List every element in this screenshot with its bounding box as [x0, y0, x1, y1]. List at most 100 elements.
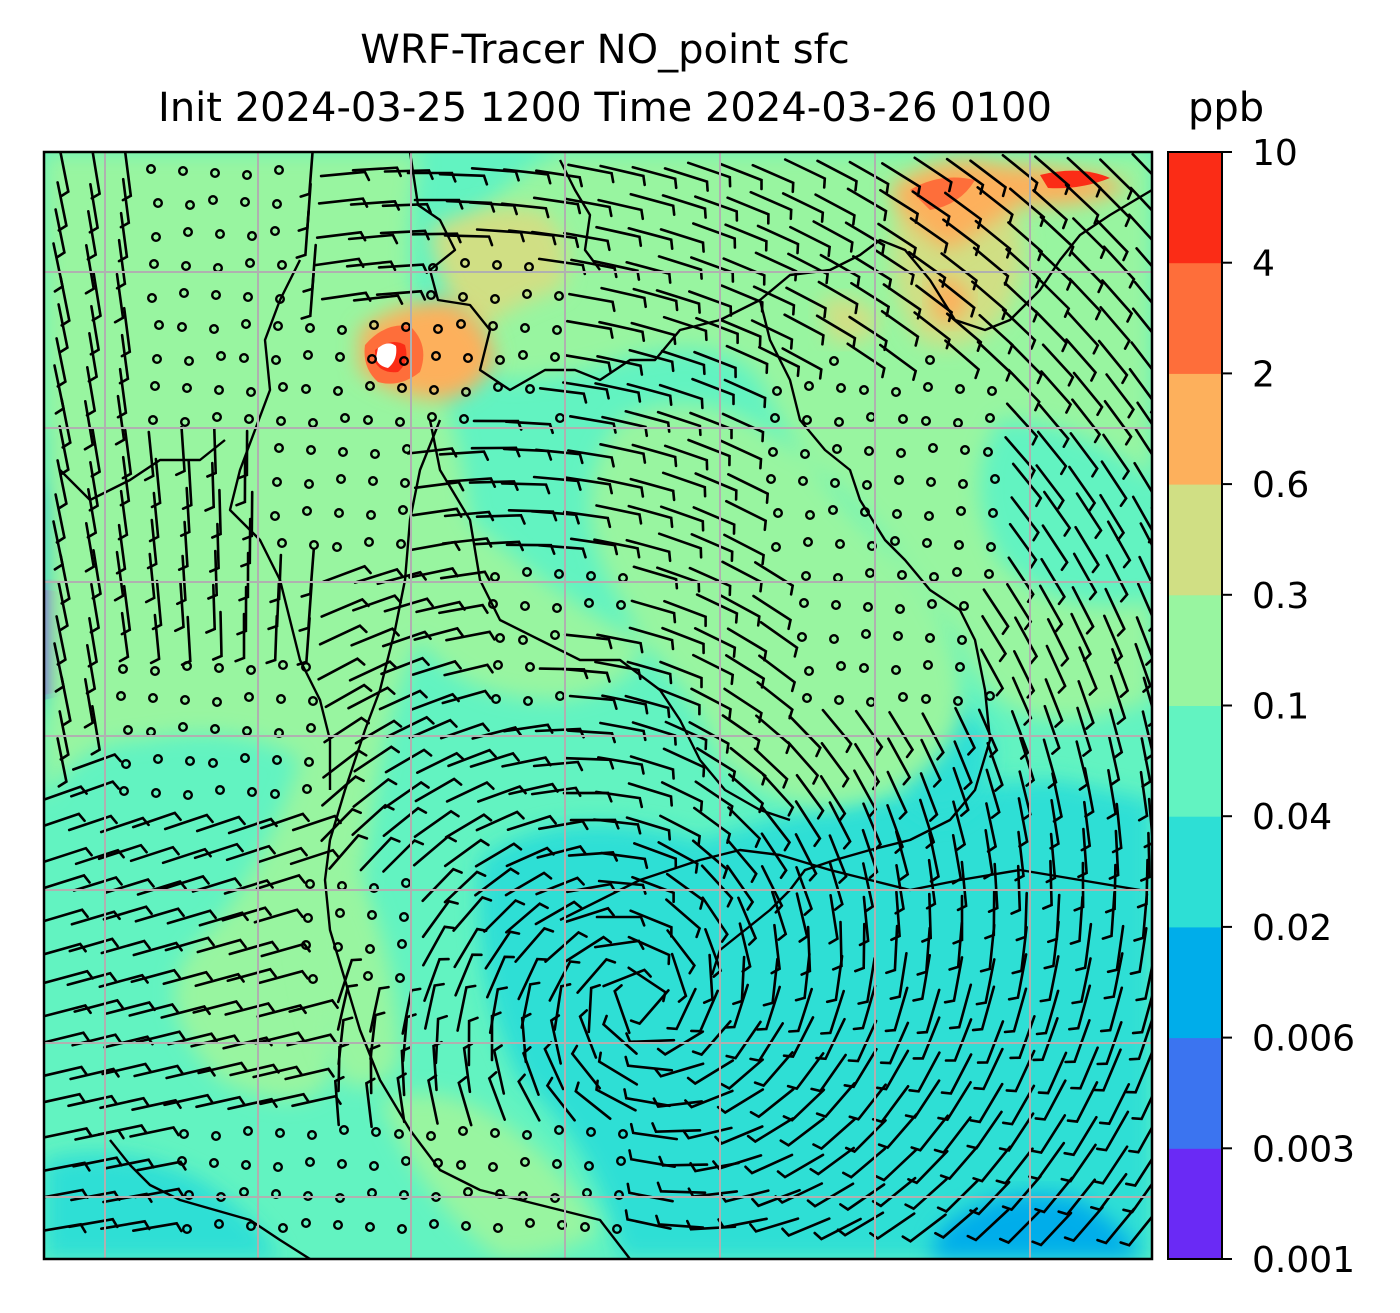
wind-barb	[500, 482, 551, 495]
wind-barb	[104, 877, 155, 894]
calm-wind-marker	[427, 412, 438, 423]
wind-barb	[44, 908, 89, 923]
wind-barb	[1106, 769, 1118, 820]
wind-barb	[336, 958, 363, 1004]
wind-barb	[726, 864, 755, 911]
wind-barb	[1064, 1019, 1091, 1064]
calm-wind-marker	[890, 536, 901, 547]
wind-barb	[912, 954, 931, 1002]
calm-wind-marker	[278, 1222, 289, 1233]
calm-wind-marker	[245, 1220, 256, 1231]
wind-barb	[726, 627, 768, 662]
calm-wind-marker	[836, 383, 847, 394]
wind-barb	[538, 667, 589, 680]
wind-barb	[1109, 674, 1127, 725]
wind-barb	[1069, 432, 1099, 478]
calm-wind-marker	[176, 322, 187, 333]
calm-wind-marker	[214, 228, 225, 239]
wind-barb	[256, 1004, 307, 1018]
wind-barb	[413, 198, 464, 210]
wind-barb	[1003, 987, 1028, 1034]
wind-barb	[255, 873, 306, 890]
calm-wind-marker	[772, 386, 783, 397]
concentration-region	[44, 1153, 280, 1259]
wind-barb	[224, 1002, 275, 1016]
wind-barb	[1036, 430, 1068, 476]
wind-barb	[1140, 831, 1151, 882]
calm-wind-marker	[333, 386, 344, 397]
calm-wind-marker	[987, 386, 998, 397]
wind-barb	[1104, 587, 1126, 637]
wind-barb	[1129, 927, 1148, 975]
wind-barb	[942, 218, 981, 257]
wind-barb	[687, 438, 731, 467]
wind-barb	[236, 585, 248, 636]
wind-barb	[695, 316, 739, 345]
calm-wind-marker	[859, 663, 870, 674]
wind-barb	[665, 898, 702, 939]
wind-barb	[601, 694, 649, 715]
wind-barb	[987, 862, 999, 913]
wind-barb	[852, 255, 893, 290]
wind-barb	[337, 1042, 350, 1093]
calm-wind-marker	[337, 1158, 348, 1169]
calm-wind-marker	[522, 567, 533, 578]
calm-wind-marker	[491, 694, 502, 705]
wind-barb	[1102, 433, 1131, 480]
wind-barb	[629, 755, 675, 780]
wind-barb	[980, 648, 1005, 697]
calm-wind-marker	[771, 542, 782, 553]
calm-wind-marker	[146, 293, 157, 304]
colorbar-tick-label: 0.04	[1252, 797, 1332, 838]
map-frame	[42, 150, 1154, 1261]
wind-barb	[1138, 555, 1152, 605]
wind-barb	[661, 194, 707, 219]
wind-barb	[1011, 462, 1043, 508]
wind-barb	[886, 770, 908, 820]
wind-barb	[284, 1067, 335, 1081]
wind-barb	[981, 615, 1008, 663]
calm-wind-marker	[245, 665, 256, 676]
wind-barb	[73, 998, 124, 1013]
wind-barb	[877, 1113, 918, 1150]
wind-barb	[627, 782, 673, 807]
wind-barb	[1103, 400, 1133, 446]
wind-barb	[774, 1182, 824, 1205]
wind-barb	[254, 1031, 305, 1045]
wind-barb	[517, 957, 548, 1001]
calm-wind-marker	[115, 691, 126, 702]
wind-barb	[871, 1085, 910, 1124]
wind-barb	[828, 801, 852, 850]
calm-wind-marker	[927, 599, 938, 610]
wind-barb	[761, 806, 792, 852]
wind-barb	[56, 737, 68, 788]
wind-barb	[382, 806, 428, 838]
wind-barb	[598, 320, 646, 342]
wind-barb	[530, 230, 580, 249]
wind-barb	[537, 544, 587, 559]
wind-barb	[937, 1081, 972, 1122]
calm-wind-marker	[120, 759, 131, 770]
wind-barb	[723, 378, 767, 409]
wind-barb	[134, 907, 185, 923]
calm-wind-marker	[276, 694, 287, 705]
calm-wind-marker	[803, 537, 814, 548]
wind-barb	[664, 720, 708, 751]
calm-wind-marker	[493, 382, 504, 393]
wind-barb	[131, 811, 182, 829]
wind-barb	[1101, 279, 1134, 323]
wind-barb	[56, 181, 68, 232]
colorbar-bin	[1168, 816, 1222, 928]
wind-barb	[333, 1075, 345, 1127]
wind-barb	[1133, 892, 1149, 942]
wind-barb	[191, 876, 242, 893]
wind-barb	[1040, 557, 1066, 606]
wind-barb	[1005, 402, 1039, 446]
wind-barb	[684, 1089, 734, 1109]
calm-wind-marker	[460, 258, 471, 269]
wind-barb	[656, 1030, 705, 1056]
wind-barb	[504, 420, 554, 435]
calm-wind-marker	[209, 167, 220, 178]
calm-wind-marker	[239, 753, 250, 764]
wind-barb	[975, 958, 996, 1006]
